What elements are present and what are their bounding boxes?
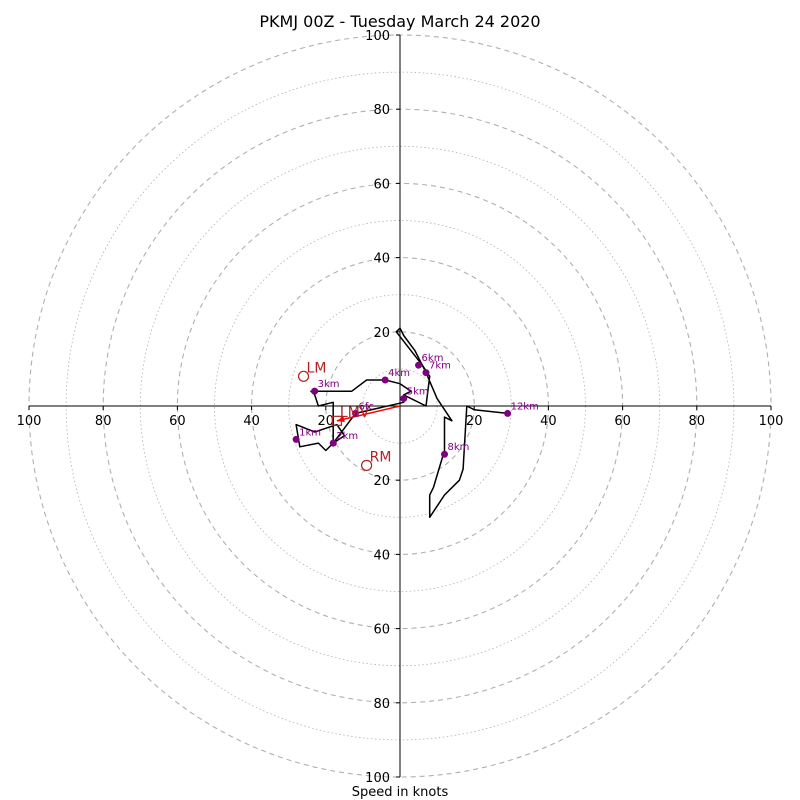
- tick-labels: 100 80 60 40 20 20 40 60 80 100 100 80 60 40 20 20 40 60 8…: [17, 29, 784, 786]
- height-marker-label: 4km: [388, 368, 410, 379]
- y-tick-label: 100: [365, 29, 390, 44]
- x-tick-label: 60: [614, 414, 631, 429]
- height-marker-label: 1km: [299, 427, 321, 438]
- storm-motion-label: LMV: [340, 405, 370, 421]
- storm-motion-markers: LM RM LMV: [297, 360, 392, 471]
- height-marker-point: [311, 387, 319, 395]
- height-marker-point: [292, 435, 300, 443]
- height-marker-point: [400, 395, 408, 403]
- x-tick-label: 100: [17, 414, 42, 429]
- x-tick-label: 20: [466, 414, 483, 429]
- hodograph-line: [295, 327, 508, 519]
- x-tick-label: 100: [759, 414, 784, 429]
- y-tick-label: 60: [373, 177, 390, 192]
- storm-motion-square: [331, 415, 343, 426]
- height-marker-point: [381, 376, 389, 384]
- y-tick-label: 80: [373, 103, 390, 118]
- height-marker-point: [415, 361, 423, 369]
- y-tick-label: 40: [373, 252, 390, 267]
- storm-motion-circle: [297, 370, 310, 382]
- x-tick-label: 80: [689, 414, 706, 429]
- height-marker-point: [351, 409, 359, 417]
- height-marker-label: 3km: [318, 379, 340, 390]
- height-marker-point: [422, 369, 430, 377]
- chart-title: PKMJ 00Z - Tuesday March 24 2020: [259, 12, 540, 31]
- y-tick-label: 100: [365, 771, 390, 786]
- height-marker-point: [329, 439, 337, 447]
- y-tick-label: 20: [373, 474, 390, 489]
- height-marker-label: 6km: [422, 353, 444, 364]
- height-marker-label: 8km: [448, 442, 470, 453]
- storm-motion-circle: [361, 459, 373, 471]
- x-tick-label: 80: [95, 414, 112, 429]
- x-axis-label: Speed in knots: [352, 785, 449, 800]
- storm-motion-label: LM: [307, 360, 327, 376]
- height-marker-label: 5km: [407, 387, 429, 398]
- x-tick-label: 40: [243, 414, 260, 429]
- x-tick-label: 40: [540, 414, 557, 429]
- height-marker-label: 6fc: [358, 401, 373, 412]
- y-tick-label: 20: [373, 326, 390, 341]
- height-marker-label: 2km: [336, 431, 358, 442]
- x-tick-label: 60: [169, 414, 186, 429]
- storm-motion-label: RM: [370, 449, 392, 465]
- hodograph-trace: [295, 327, 508, 519]
- y-tick-label: 60: [373, 623, 390, 638]
- x-tick-label: 20: [318, 414, 335, 429]
- height-marker-label: 7km: [429, 361, 451, 372]
- y-tick-label: 40: [373, 548, 390, 563]
- shear-vector: [336, 405, 401, 422]
- height-marker-point: [504, 409, 512, 417]
- y-tick-label: 80: [373, 697, 390, 712]
- height-marker-point: [441, 450, 449, 458]
- height-marker-label: 12km: [511, 401, 539, 412]
